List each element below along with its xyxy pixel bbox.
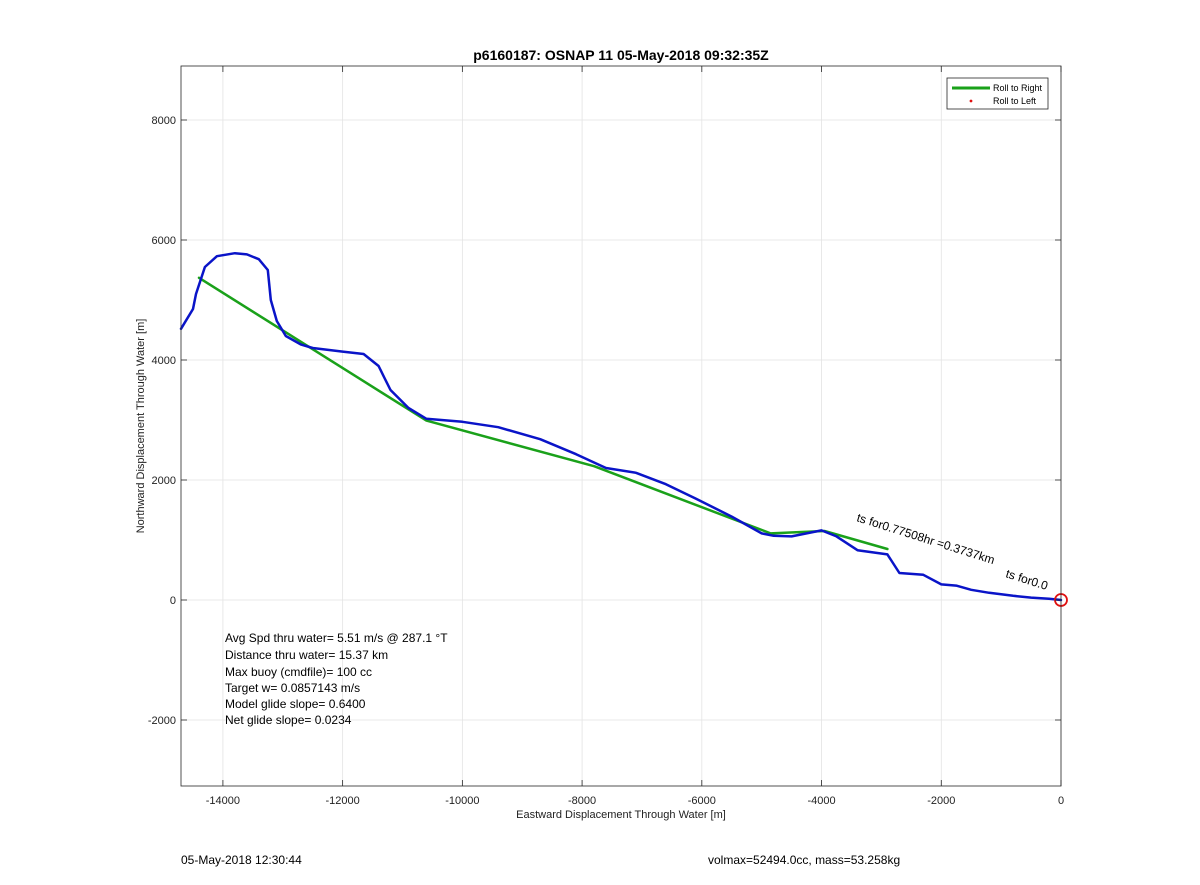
legend-label-roll-left: Roll to Left: [993, 96, 1037, 106]
stats-annotations: Avg Spd thru water= 5.51 m/s @ 287.1 °T …: [225, 631, 448, 727]
x-tick-label: -8000: [568, 795, 596, 807]
series-line-roll-to-right: [197, 276, 889, 551]
footer-params: volmax=52494.0cc, mass=53.258kg: [708, 853, 901, 867]
x-tick-label: -10000: [445, 795, 479, 807]
legend-label-roll-right: Roll to Right: [993, 83, 1043, 93]
x-tick-label: -4000: [807, 795, 835, 807]
y-tick-label: 2000: [152, 475, 176, 487]
x-tick-label: -2000: [927, 795, 955, 807]
y-axis-label: Northward Displacement Through Water [m]: [135, 319, 147, 534]
plot-frame: [180, 65, 1062, 787]
y-tick-label: -2000: [148, 715, 176, 727]
legend-box: [946, 77, 1049, 110]
annotation-net-glide: Net glide slope= 0.0234: [225, 713, 352, 727]
annotation-target-w: Target w= 0.0857143 m/s: [225, 681, 360, 695]
y-tick-label: 0: [170, 595, 176, 607]
annotation-distance: Distance thru water= 15.37 km: [225, 648, 388, 662]
plot-area: [181, 66, 1061, 786]
annotation-max-buoy: Max buoy (cmdfile)= 100 cc: [225, 665, 372, 679]
x-tick-label: -6000: [688, 795, 716, 807]
x-axis-label: Eastward Displacement Through Water [m]: [516, 809, 726, 821]
annotation-avg-speed: Avg Spd thru water= 5.51 m/s @ 287.1 °T: [225, 631, 448, 645]
tick-layer: -14000 -12000 -10000 -8000 -6000 -4000 -2000 0 -…: [148, 66, 1064, 807]
x-tick-label: 0: [1058, 795, 1064, 807]
series-line-trajectory: [179, 251, 1063, 602]
x-tick-label: -12000: [325, 795, 359, 807]
legend-swatch-roll-left: [969, 99, 973, 103]
footer-timestamp: 05-May-2018 12:30:44: [181, 853, 302, 867]
y-tick-label: 4000: [152, 355, 176, 367]
annotation-model-glide: Model glide slope= 0.6400: [225, 697, 366, 711]
legend: Roll to Right Roll to Left: [946, 77, 1049, 110]
y-tick-label: 8000: [152, 115, 176, 127]
chart-title: p6160187: OSNAP 11 05-May-2018 09:32:35Z: [473, 47, 769, 63]
x-tick-label: -14000: [206, 795, 240, 807]
y-tick-label: 6000: [152, 235, 176, 247]
